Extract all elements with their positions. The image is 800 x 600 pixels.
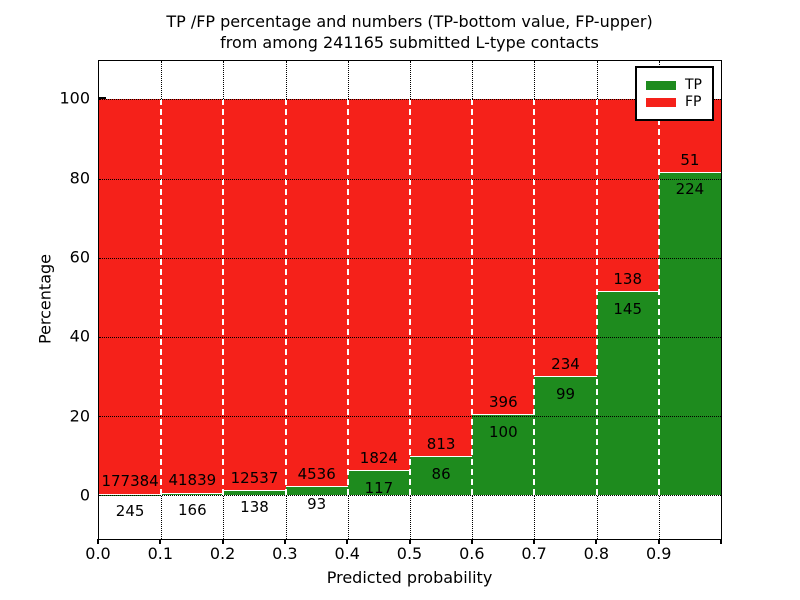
horizontal-gridline <box>99 495 721 497</box>
legend-label: FP <box>685 94 702 110</box>
bar-boundary-line <box>409 99 411 496</box>
x-tick-mark <box>533 539 536 544</box>
x-tick-label: 0.3 <box>272 544 298 563</box>
bar-tp-segment <box>223 490 286 496</box>
y-tick-label: 100 <box>59 88 90 108</box>
bar-tp-segment <box>347 471 410 496</box>
bar-fp-segment <box>596 99 659 293</box>
x-tick-label: 0.6 <box>459 544 485 563</box>
x-axis-label: Predicted probability <box>326 568 493 587</box>
x-tick-mark <box>720 539 722 544</box>
horizontal-gridline <box>99 336 721 338</box>
x-tick-mark <box>346 539 349 544</box>
chart-title-line-2: from among 241165 submitted L-type conta… <box>220 33 599 52</box>
x-tick-label: 0.9 <box>645 544 672 563</box>
horizontal-gridline <box>99 178 721 180</box>
x-tick-mark <box>283 539 286 544</box>
bar-boundary-line <box>471 99 474 496</box>
bar-fp-segment <box>223 99 286 491</box>
tp-count-label: 117 <box>364 478 394 497</box>
x-tick-label: 0.4 <box>334 544 360 563</box>
fp-swatch-icon <box>646 97 676 107</box>
tp-count-label: 86 <box>431 464 451 483</box>
fp-count-label: 234 <box>551 355 580 374</box>
fp-count-label: 12537 <box>230 468 279 487</box>
bar-tp-segment <box>410 457 473 496</box>
fp-count-label: 177384 <box>101 472 159 491</box>
x-tick-mark <box>408 539 411 544</box>
tp-count-label: 145 <box>613 299 643 318</box>
tp-swatch-icon <box>646 80 676 90</box>
horizontal-gridline <box>99 415 721 417</box>
bar-fp-segment <box>99 99 162 495</box>
chart-title-line-1: TP /FP percentage and numbers (TP-bottom… <box>166 12 653 31</box>
chart-title: TP /FP percentage and numbers (TP-bottom… <box>98 11 721 53</box>
bar-boundary-line <box>222 99 225 496</box>
tp-count-label: 224 <box>675 180 705 199</box>
bar-tp-segment <box>658 172 721 496</box>
bar-fp-segment <box>285 99 348 488</box>
x-tick-label: 0.8 <box>583 544 610 563</box>
x-tick-mark <box>470 539 473 544</box>
bar-boundary-line <box>284 99 287 496</box>
legend: TP FP <box>635 66 714 121</box>
x-tick-label: 0.1 <box>147 544 174 563</box>
tp-count-label: 100 <box>488 422 518 441</box>
bar-tp-segment <box>99 494 162 496</box>
bar-boundary-line <box>533 99 536 496</box>
fp-count-label: 1824 <box>359 449 398 468</box>
bar-tp-segment <box>534 377 597 496</box>
bar-tp-segment <box>161 493 224 496</box>
legend-item: FP <box>646 95 702 109</box>
x-tick-label: 0.7 <box>521 544 547 563</box>
fp-count-label: 51 <box>680 150 700 169</box>
fp-count-label: 396 <box>488 393 518 412</box>
x-tick-mark <box>595 539 598 544</box>
fp-count-label: 4536 <box>297 465 336 484</box>
tp-count-label: 93 <box>307 494 327 513</box>
tp-count-label: 166 <box>177 501 207 520</box>
x-tick-mark <box>159 539 162 544</box>
fp-count-label: 41839 <box>168 471 217 490</box>
horizontal-gridline <box>99 257 721 259</box>
bar-boundary-line <box>160 99 163 496</box>
fp-count-label: 138 <box>613 270 643 289</box>
bar-fp-segment <box>472 99 535 416</box>
y-tick-label: 0 <box>79 485 90 505</box>
legend-label: TP <box>685 77 702 93</box>
bar-tp-segment <box>596 292 659 496</box>
bar-boundary-line <box>595 99 598 496</box>
y-tick-label: 20 <box>69 406 90 426</box>
bar-fp-segment <box>410 99 473 458</box>
bar-fp-segment <box>534 99 597 378</box>
bar-boundary-line <box>657 99 660 496</box>
y-tick-mark <box>99 97 106 100</box>
bar-boundary-line <box>346 99 349 496</box>
x-tick-label: 0.2 <box>209 544 236 563</box>
horizontal-gridline <box>99 99 721 101</box>
x-tick-mark <box>657 539 660 544</box>
y-tick-label: 60 <box>69 247 90 267</box>
y-tick-label: 40 <box>69 326 90 346</box>
plot-area: 177384 245 41839 166 12537 138 4536 93 1824 117 81… <box>98 60 722 540</box>
x-tick-label: 0.5 <box>396 544 423 563</box>
tp-count-label: 245 <box>115 502 145 521</box>
x-tick-mark <box>221 539 224 544</box>
bar-fp-segment <box>161 99 224 494</box>
x-tick-mark <box>97 539 99 544</box>
tp-count-label: 138 <box>240 498 269 517</box>
bar-tp-segment <box>285 487 348 496</box>
bar-tp-segment <box>472 415 535 496</box>
fp-count-label: 813 <box>426 435 456 454</box>
y-tick-label: 80 <box>69 168 90 188</box>
bar-fp-segment <box>347 99 410 472</box>
x-tick-label: 0.0 <box>85 544 111 563</box>
tp-count-label: 99 <box>555 385 576 404</box>
legend-item: TP <box>646 78 702 92</box>
